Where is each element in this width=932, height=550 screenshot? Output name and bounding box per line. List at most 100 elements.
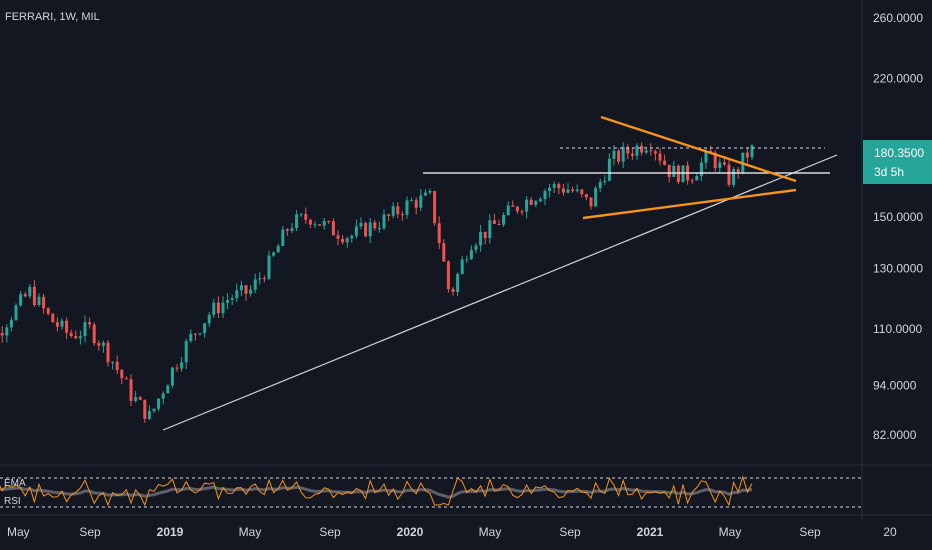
candle-down [193, 333, 197, 335]
candle-up [479, 231, 483, 246]
candle-down [124, 378, 128, 380]
ema-line [0, 485, 753, 499]
candle-up [253, 279, 257, 290]
candle-down [42, 296, 46, 309]
candle-up [750, 145, 754, 158]
candle-up [644, 150, 648, 153]
candle-down [437, 223, 441, 244]
candle-up [391, 206, 395, 216]
candle-down [216, 302, 220, 314]
candle-up [423, 192, 427, 196]
candle-down [244, 285, 248, 294]
candle-down [51, 313, 55, 323]
candle-up [230, 298, 234, 300]
candle-up [488, 220, 492, 239]
time-tick-label: Sep [79, 525, 101, 539]
candle-down [442, 243, 446, 262]
candle-down [143, 399, 147, 419]
drawings[interactable] [162, 115, 838, 431]
candle-up [607, 158, 611, 181]
candle-up [166, 385, 170, 394]
candle-down [722, 162, 726, 165]
candle-up [161, 393, 165, 399]
rsi-label: RSI [4, 496, 21, 507]
candle-up [276, 246, 280, 253]
candle-down [331, 221, 335, 236]
candle-down [304, 214, 308, 220]
candle-up [428, 191, 432, 193]
candle-down [97, 343, 101, 346]
candle-up [405, 200, 409, 215]
candle-up [134, 397, 138, 401]
candle-up [377, 228, 381, 230]
candle-up [410, 200, 414, 202]
time-tick-label: May [239, 525, 262, 539]
candle-up [258, 278, 262, 280]
candle-down [451, 289, 455, 292]
triangle-lower-line[interactable] [582, 188, 797, 220]
candle-up [207, 314, 211, 324]
candle-down [589, 197, 593, 207]
candle-up [594, 188, 598, 207]
candle-down [520, 211, 524, 213]
candle-up [350, 235, 354, 239]
candle-up [272, 252, 276, 256]
candle-down [658, 153, 662, 161]
candle-up [322, 221, 326, 226]
symbol-title: FERRARI, 1W, MIL [5, 11, 100, 23]
candle-up [474, 245, 478, 250]
candle-down [736, 169, 740, 173]
candle-up [299, 214, 303, 216]
indicator-pane[interactable]: EMA RSI [0, 464, 932, 508]
candle-up [354, 226, 358, 236]
triangle-upper-line[interactable] [600, 115, 797, 183]
current-price-label: 180.3500 [874, 146, 924, 160]
current-price-badge: 180.3500 3d 5h [863, 140, 932, 184]
candle-up [152, 408, 156, 412]
candle-up [203, 323, 207, 334]
candle-up [157, 398, 161, 409]
time-tick-label: 2021 [637, 525, 664, 539]
candle-up [469, 249, 473, 260]
candle-up [189, 333, 193, 342]
time-tick-label: May [7, 525, 30, 539]
candle-up [460, 259, 464, 274]
candle-up [695, 176, 699, 181]
candle-up [566, 189, 570, 193]
candle-up [239, 285, 243, 291]
candle-down [308, 219, 312, 225]
ascending-trendline[interactable] [162, 154, 838, 431]
candlestick-series[interactable] [0, 142, 754, 423]
candle-down [727, 164, 731, 185]
candle-down [561, 188, 565, 193]
countdown-label: 3d 5h [874, 165, 904, 179]
candle-up [525, 199, 529, 212]
price-tick-label: 94.0000 [873, 379, 917, 393]
candle-up [101, 342, 105, 346]
candle-up [111, 361, 115, 363]
candle-up [19, 294, 23, 306]
candle-down [341, 238, 345, 243]
candle-up [456, 273, 460, 292]
price-axis[interactable]: 260.0000 220.0000 150.0000 130.0000 110.0000… [873, 11, 923, 442]
candle-up [534, 201, 538, 205]
time-tick-label: Sep [319, 525, 341, 539]
candle-down [129, 379, 133, 401]
candle-up [552, 184, 556, 188]
candle-down [400, 214, 404, 216]
candle-up [290, 228, 294, 231]
candle-down [373, 222, 377, 229]
candle-up [170, 367, 174, 386]
candle-up [382, 214, 386, 229]
candle-up [502, 214, 506, 225]
time-axis[interactable]: May Sep 2019 May Sep 2020 May Sep 2021 May Sep 20 [7, 525, 897, 539]
candle-up [14, 305, 18, 320]
candle-down [23, 294, 27, 297]
candle-up [368, 222, 372, 237]
candle-down [497, 223, 501, 225]
candle-down [115, 361, 119, 370]
candle-up [221, 302, 225, 314]
candle-down [492, 220, 496, 224]
price-tick-label: 220.0000 [873, 71, 923, 85]
